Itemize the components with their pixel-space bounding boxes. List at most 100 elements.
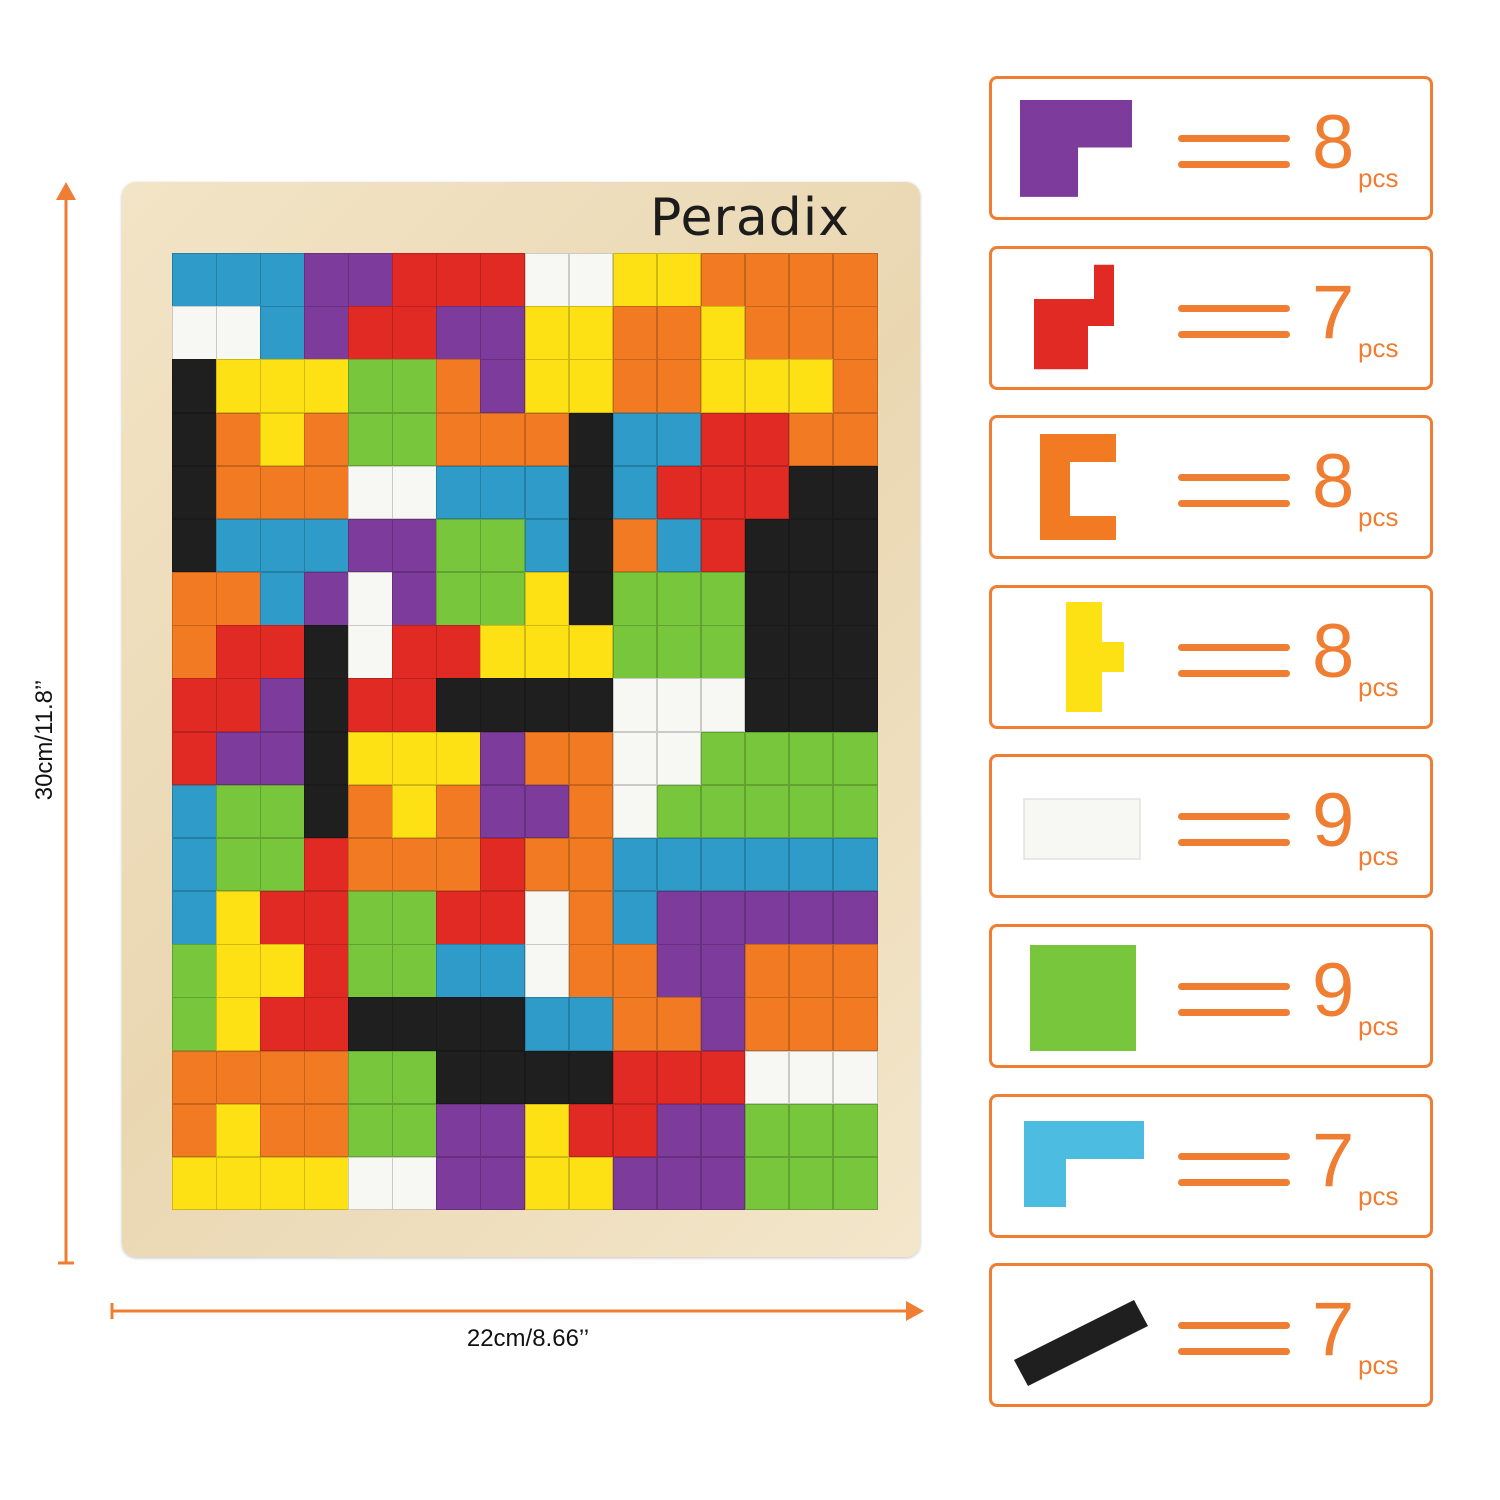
puzzle-cell-red <box>480 253 525 307</box>
puzzle-cell-red <box>172 678 217 732</box>
equals-sign-icon <box>1178 979 1290 1019</box>
puzzle-cell-red <box>304 837 349 892</box>
legend-count: 7 <box>1312 1117 1355 1203</box>
puzzle-cell-yellow <box>524 1156 570 1211</box>
puzzle-cell-red <box>480 891 525 945</box>
puzzle-cell-white <box>348 625 393 679</box>
puzzle-cell-white <box>568 253 614 307</box>
puzzle-cell-green <box>392 1050 437 1105</box>
legend-unit: pcs <box>1358 163 1399 193</box>
puzzle-cell-black <box>568 572 614 626</box>
yellow-t-piece-icon <box>1014 601 1154 712</box>
puzzle-cell-purple <box>480 784 525 839</box>
puzzle-cell-purple <box>480 306 525 360</box>
legend-unit: pcs <box>1358 1180 1399 1211</box>
puzzle-cell-orange <box>348 784 393 839</box>
puzzle-cell-orange <box>216 1050 261 1105</box>
puzzle-cell-purple <box>480 731 525 786</box>
puzzle-cell-green <box>656 572 702 626</box>
puzzle-cell-orange <box>524 412 570 467</box>
puzzle-cell-green <box>392 1103 437 1158</box>
puzzle-cell-black <box>304 678 349 732</box>
tetris-puzzle-grid <box>172 253 878 1211</box>
puzzle-cell-white <box>524 891 570 945</box>
puzzle-cell-green <box>612 625 658 679</box>
puzzle-cell-green <box>348 1050 393 1105</box>
puzzle-cell-orange <box>216 572 261 626</box>
puzzle-cell-orange <box>568 944 614 998</box>
puzzle-cell-white <box>392 1156 437 1211</box>
puzzle-cell-green <box>260 837 305 892</box>
puzzle-cell-green <box>744 784 790 839</box>
puzzle-cell-orange <box>216 412 261 467</box>
puzzle-cell-purple <box>436 1103 481 1158</box>
puzzle-cell-red <box>392 306 437 360</box>
puzzle-cell-orange <box>744 944 790 998</box>
puzzle-cell-white <box>612 731 658 786</box>
puzzle-cell-orange <box>436 412 481 467</box>
puzzle-cell-black <box>436 678 481 732</box>
puzzle-cell-orange <box>612 518 658 573</box>
puzzle-cell-green <box>700 625 746 679</box>
puzzle-cell-yellow <box>392 784 437 839</box>
equals-sign-icon <box>1178 301 1290 341</box>
puzzle-cell-orange <box>788 944 834 998</box>
puzzle-cell-blue <box>524 997 570 1051</box>
puzzle-cell-black <box>436 1050 481 1105</box>
puzzle-cell-white <box>744 1050 790 1105</box>
puzzle-cell-red <box>392 625 437 679</box>
puzzle-cell-green <box>700 784 746 839</box>
puzzle-cell-blue <box>832 837 878 892</box>
puzzle-cell-red <box>392 678 437 732</box>
puzzle-cell-green <box>392 412 437 467</box>
puzzle-cell-blue <box>656 837 702 892</box>
equals-sign-icon <box>1178 1149 1290 1189</box>
brand-logo-text: Peradix <box>650 188 850 248</box>
puzzle-cell-green <box>744 731 790 786</box>
puzzle-cell-red <box>304 891 349 945</box>
puzzle-cell-white <box>216 306 261 360</box>
puzzle-cell-purple <box>436 306 481 360</box>
legend-count: 8 <box>1312 439 1355 525</box>
red-s-piece-icon <box>1014 263 1154 373</box>
puzzle-cell-green <box>612 572 658 626</box>
legend-unit: pcs <box>1358 332 1399 363</box>
puzzle-cell-yellow <box>392 731 437 786</box>
puzzle-cell-green <box>436 518 481 573</box>
puzzle-cell-black <box>172 465 217 520</box>
puzzle-cell-orange <box>744 306 790 360</box>
legend-row-green-square-piece: 9 pcs <box>989 924 1433 1068</box>
puzzle-cell-orange <box>744 997 790 1051</box>
puzzle-cell-black <box>480 1050 525 1105</box>
height-arrow-head <box>56 182 76 200</box>
puzzle-cell-orange <box>436 784 481 839</box>
puzzle-cell-red <box>656 1050 702 1105</box>
puzzle-cell-red <box>612 1103 658 1158</box>
puzzle-cell-blue <box>216 518 261 573</box>
puzzle-cell-blue <box>260 518 305 573</box>
puzzle-cell-green <box>348 412 393 467</box>
puzzle-cell-purple <box>700 891 746 945</box>
puzzle-cell-green <box>832 731 878 786</box>
puzzle-cell-yellow <box>304 1156 349 1211</box>
puzzle-cell-purple <box>348 253 393 307</box>
puzzle-cell-yellow <box>260 1156 305 1211</box>
puzzle-cell-yellow <box>700 306 746 360</box>
puzzle-cell-orange <box>788 997 834 1051</box>
puzzle-cell-yellow <box>524 572 570 626</box>
puzzle-cell-black <box>788 518 834 573</box>
puzzle-cell-orange <box>172 572 217 626</box>
puzzle-cell-blue <box>612 837 658 892</box>
puzzle-cell-yellow <box>524 1103 570 1158</box>
puzzle-cell-purple <box>656 891 702 945</box>
puzzle-cell-red <box>348 306 393 360</box>
puzzle-cell-black <box>568 518 614 573</box>
green-square-piece-icon <box>1014 941 1154 1051</box>
puzzle-cell-white <box>348 465 393 520</box>
puzzle-cell-black <box>832 678 878 732</box>
puzzle-cell-blue <box>744 837 790 892</box>
puzzle-cell-purple <box>700 997 746 1051</box>
puzzle-cell-white <box>524 253 570 307</box>
puzzle-cell-black <box>832 518 878 573</box>
puzzle-cell-purple <box>656 944 702 998</box>
